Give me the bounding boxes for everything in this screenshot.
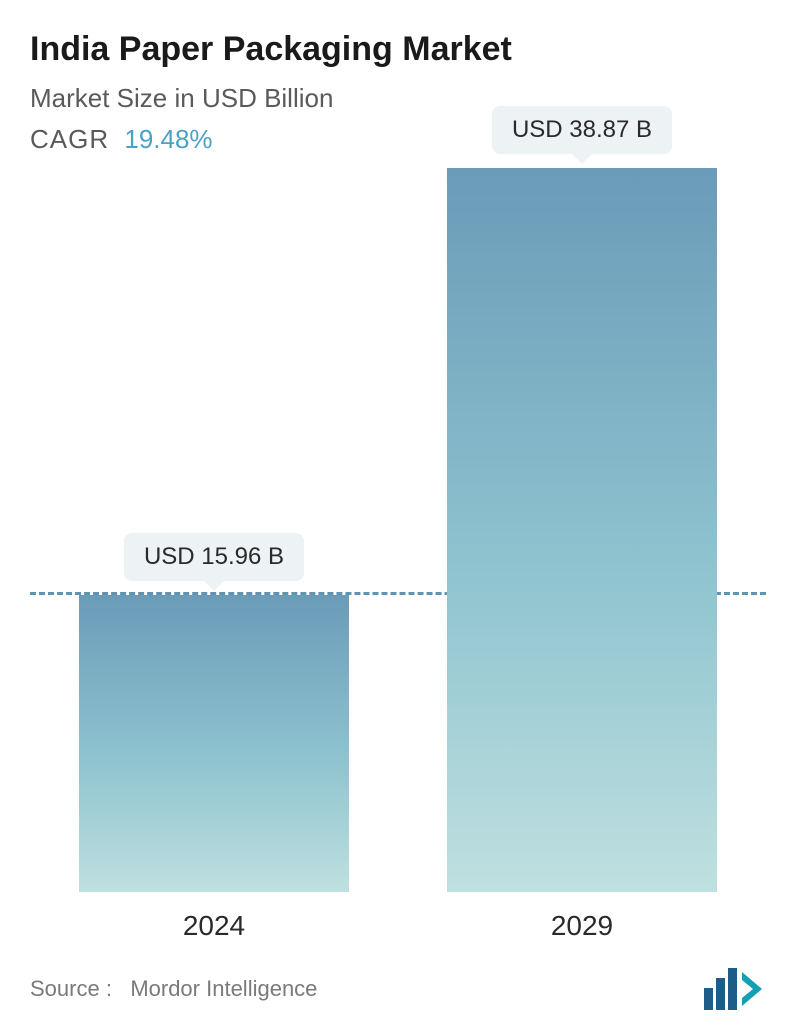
chart-area: USD 15.96 B USD 38.87 B: [30, 165, 766, 892]
x-axis: 2024 2029: [30, 910, 766, 942]
bar-2024: [79, 595, 349, 892]
bar-group-2029: USD 38.87 B: [447, 106, 717, 892]
bar-group-2024: USD 15.96 B: [79, 533, 349, 892]
bars-row: USD 15.96 B USD 38.87 B: [30, 165, 766, 892]
footer: Source : Mordor Intelligence: [30, 968, 766, 1014]
mordor-logo-icon: [704, 968, 766, 1010]
source-value: Mordor Intelligence: [130, 976, 317, 1001]
bar-value-label-2024: USD 15.96 B: [124, 533, 304, 581]
chart-title: India Paper Packaging Market: [30, 30, 766, 69]
source-text: Source : Mordor Intelligence: [30, 976, 317, 1002]
cagr-label: CAGR: [30, 124, 109, 154]
cagr-value: 19.48%: [124, 124, 212, 154]
logo-svg: [704, 968, 766, 1010]
bar-2029: [447, 168, 717, 892]
bar-value-label-2029: USD 38.87 B: [492, 106, 672, 154]
source-label: Source :: [30, 976, 112, 1001]
chart-container: India Paper Packaging Market Market Size…: [0, 0, 796, 1034]
x-axis-label-2024: 2024: [79, 910, 349, 942]
x-axis-label-2029: 2029: [447, 910, 717, 942]
